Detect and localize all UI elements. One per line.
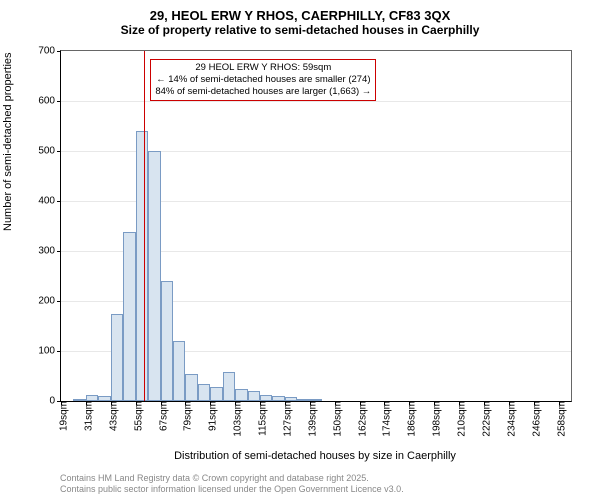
x-tick-label: 79sqm	[177, 401, 194, 431]
histogram-bar	[173, 341, 185, 401]
x-tick-label: 91sqm	[202, 401, 219, 431]
y-tick-label: 700	[38, 46, 61, 57]
x-tick-label: 67sqm	[152, 401, 169, 431]
y-tick-label: 300	[38, 246, 61, 257]
x-tick-label: 186sqm	[401, 401, 418, 437]
y-tick-label: 500	[38, 146, 61, 157]
x-tick-label: 139sqm	[301, 401, 318, 437]
x-tick-label: 258sqm	[550, 401, 567, 437]
histogram-bar	[111, 314, 123, 402]
y-axis-label: Number of semi-detached properties	[2, 52, 14, 231]
histogram-bar	[198, 384, 210, 402]
y-tick-label: 200	[38, 296, 61, 307]
histogram-bar	[123, 232, 135, 401]
x-tick-label: 127sqm	[276, 401, 293, 437]
footer-line1: Contains HM Land Registry data © Crown c…	[60, 473, 369, 483]
chart-title-sub: Size of property relative to semi-detach…	[0, 23, 600, 41]
chart-title-main: 29, HEOL ERW Y RHOS, CAERPHILLY, CF83 3Q…	[0, 0, 600, 23]
y-tick-label: 400	[38, 196, 61, 207]
x-tick-label: 210sqm	[451, 401, 468, 437]
reference-line	[144, 51, 145, 401]
x-tick-label: 103sqm	[227, 401, 244, 437]
histogram-bar	[136, 131, 148, 401]
histogram-bar	[185, 374, 197, 402]
histogram-bar	[148, 151, 160, 401]
x-tick-label: 55sqm	[127, 401, 144, 431]
x-tick-label: 246sqm	[525, 401, 542, 437]
x-tick-label: 150sqm	[326, 401, 343, 437]
footer-line2: Contains public sector information licen…	[60, 484, 404, 494]
y-tick-label: 100	[38, 346, 61, 357]
histogram-bar	[223, 372, 235, 401]
plot-area: 010020030040050060070019sqm31sqm43sqm55s…	[60, 50, 572, 402]
x-axis-label: Distribution of semi-detached houses by …	[60, 450, 570, 462]
histogram-bar	[161, 281, 173, 401]
annotation-line1: 29 HEOL ERW Y RHOS: 59sqm	[195, 62, 331, 73]
y-tick-label: 600	[38, 96, 61, 107]
x-tick-label: 222sqm	[475, 401, 492, 437]
annotation-line2: ← 14% of semi-detached houses are smalle…	[156, 74, 370, 85]
x-tick-label: 198sqm	[426, 401, 443, 437]
x-tick-label: 31sqm	[77, 401, 94, 431]
x-tick-label: 174sqm	[376, 401, 393, 437]
x-tick-label: 115sqm	[252, 401, 269, 436]
chart-container: 29, HEOL ERW Y RHOS, CAERPHILLY, CF83 3Q…	[0, 0, 600, 500]
x-tick-label: 234sqm	[500, 401, 517, 437]
footer-text: Contains HM Land Registry data © Crown c…	[60, 473, 404, 496]
histogram-bar	[235, 389, 247, 401]
x-tick-label: 19sqm	[53, 401, 70, 431]
y-gridline	[61, 101, 571, 102]
annotation-box: 29 HEOL ERW Y RHOS: 59sqm← 14% of semi-d…	[150, 59, 376, 101]
histogram-bar	[248, 391, 260, 401]
x-tick-label: 162sqm	[351, 401, 368, 437]
histogram-bar	[210, 387, 222, 401]
x-tick-label: 43sqm	[102, 401, 119, 431]
annotation-line3: 84% of semi-detached houses are larger (…	[155, 86, 371, 97]
